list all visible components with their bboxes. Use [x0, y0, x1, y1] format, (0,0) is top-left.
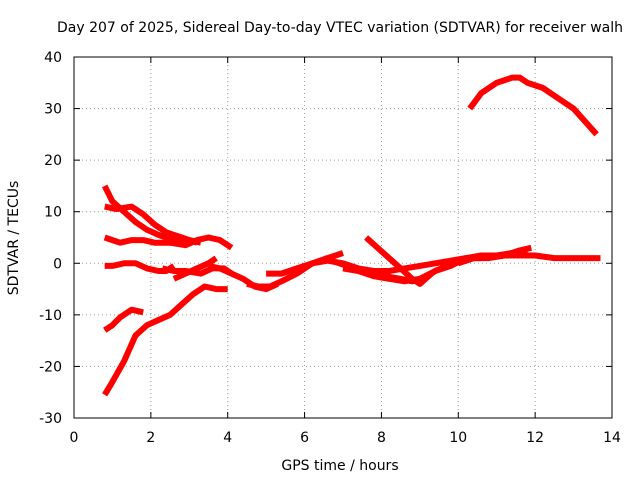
y-tick-label: 10 — [44, 205, 62, 221]
x-axis-label: GPS time / hours — [281, 458, 398, 474]
series-line-arc-4 — [103, 234, 234, 251]
grid — [74, 57, 612, 418]
x-tick-label: 10 — [449, 430, 467, 446]
x-tick-label: 2 — [146, 430, 155, 446]
x-tick-label: 14 — [603, 430, 621, 446]
y-tick-label: -20 — [39, 359, 62, 375]
series-line-arc-6 — [172, 255, 218, 282]
plot-frame — [73, 56, 613, 419]
series-line-arc-16 — [457, 244, 532, 267]
series-line-arc-12 — [266, 252, 601, 277]
series-group — [102, 74, 601, 397]
x-tick-label: 6 — [300, 430, 309, 446]
y-tick-label: -30 — [39, 411, 62, 427]
y-tick-label: 40 — [44, 50, 62, 66]
x-tick-label: 8 — [377, 430, 386, 446]
series-line-arc-1 — [467, 74, 599, 137]
x-tick-label: 12 — [526, 430, 544, 446]
y-tick-label: 30 — [44, 102, 62, 118]
series-line-arc-10 — [102, 283, 228, 397]
x-tick-label: 0 — [70, 430, 79, 446]
tick-marks — [73, 56, 613, 419]
y-tick-labels: -30 -20 -10 0 10 20 30 40 — [39, 50, 62, 427]
series-line-arc-14 — [364, 235, 434, 287]
y-axis-label: SDTVAR / TECUs — [6, 181, 22, 296]
x-tick-labels: 0 2 4 6 8 10 12 14 — [70, 430, 621, 446]
series-line-arc-2 — [102, 184, 202, 246]
x-tick-label: 4 — [223, 430, 232, 446]
chart-title: Day 207 of 2025, Sidereal Day-to-day VTE… — [57, 20, 623, 36]
y-tick-label: -10 — [39, 308, 62, 324]
series-line-arc-3 — [104, 203, 198, 246]
series-line-arc-9 — [103, 306, 144, 333]
y-tick-label: 0 — [53, 256, 62, 272]
y-tick-label: 20 — [44, 153, 62, 169]
